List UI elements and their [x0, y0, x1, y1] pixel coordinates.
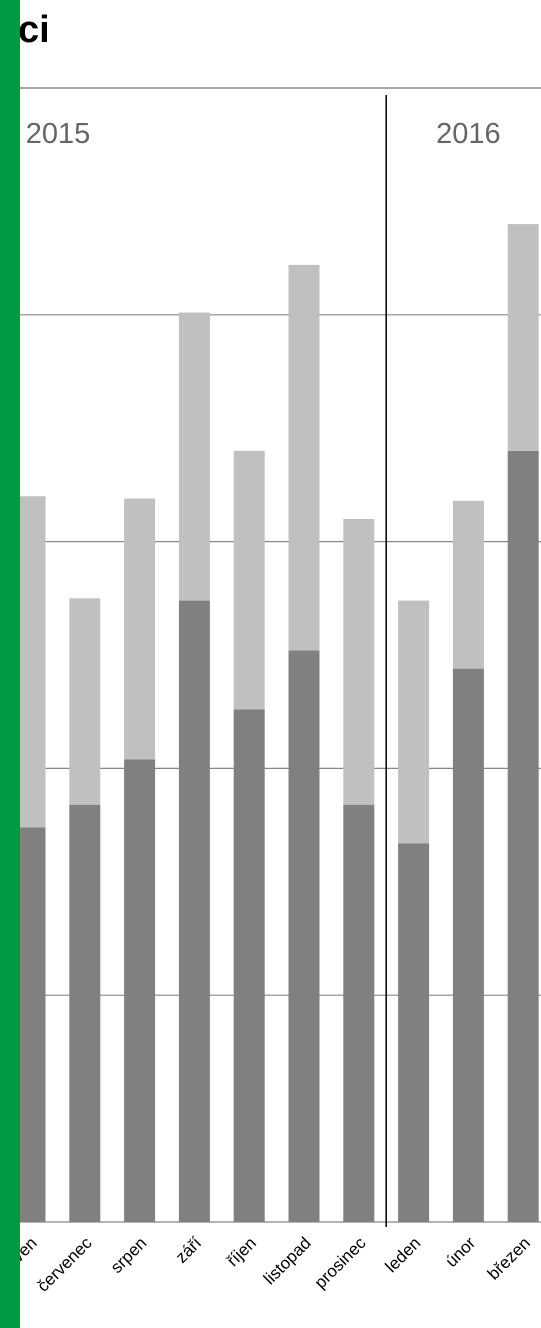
bar-segment: [69, 598, 101, 805]
bar-segment: [178, 600, 210, 1222]
x-tick-label: prosinec: [311, 1233, 370, 1292]
x-tick-label: březen: [484, 1233, 534, 1283]
bar-segment: [124, 759, 156, 1222]
x-tick-label: srpen: [107, 1233, 151, 1277]
bar-segment: [288, 650, 320, 1222]
bar-segment: [452, 500, 484, 669]
bar-segment: [507, 224, 539, 451]
side-bar: [0, 0, 20, 1328]
x-tick-label: listopad: [260, 1233, 315, 1288]
bar-segment: [178, 312, 210, 601]
x-tick-label: únor: [442, 1233, 480, 1271]
x-tick-label: září: [172, 1233, 206, 1267]
bar-segment: [398, 843, 430, 1222]
bar-segment: [233, 450, 265, 710]
group-label: 2015: [26, 118, 91, 150]
bar-segment: [288, 264, 320, 651]
chart-title: ci: [18, 9, 50, 51]
bar-segment: [343, 518, 375, 805]
bar-segment: [343, 804, 375, 1222]
bar-segment: [507, 450, 539, 1222]
x-tick-label: červenec: [33, 1233, 96, 1296]
bar-segment: [69, 804, 101, 1222]
bar-segment: [233, 709, 265, 1222]
group-label: 2016: [436, 118, 501, 150]
bar-segment: [398, 600, 430, 844]
x-tick-label: leden: [382, 1233, 425, 1276]
bar-segment: [452, 668, 484, 1222]
x-tick-label: říjen: [223, 1233, 260, 1270]
bar-segment: [124, 498, 156, 760]
